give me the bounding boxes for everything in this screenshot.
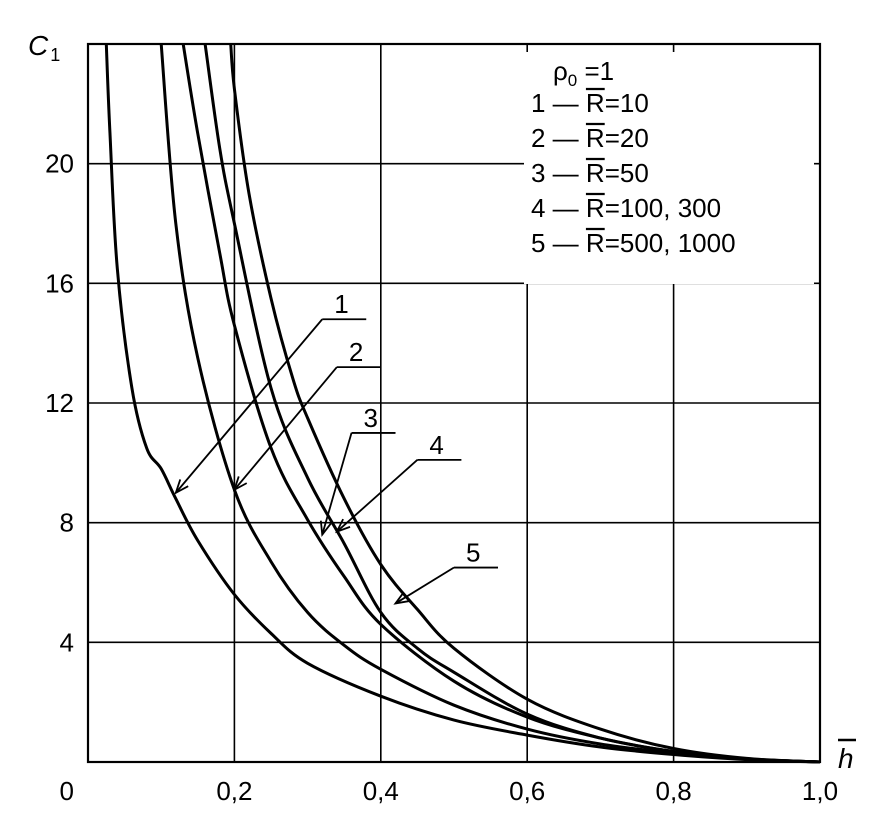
origin-label: 0	[60, 776, 74, 806]
plot-frame	[86, 42, 822, 764]
pointer-arrowhead-4	[335, 518, 351, 534]
x-tick-label-1: 0,2	[216, 776, 252, 806]
y-tick-label-5: 20	[45, 149, 74, 179]
legend-entry-symbol-4: R	[586, 193, 605, 223]
ticks: 0,2 0,4 0,6 0,8 1,0 4 8 12 16 20 0	[45, 149, 838, 806]
x-tick-label-5: 1,0	[802, 776, 838, 806]
series-line-2	[159, 43, 821, 764]
pointer-arrowhead-3	[319, 520, 332, 537]
legend-header: ρ0 =1	[553, 56, 614, 90]
legend-entry-symbol-3: R	[586, 158, 605, 188]
pointer-leader-5	[394, 566, 455, 605]
legend-entry-2: 2 — R=20	[531, 123, 649, 153]
y-axis-label-sub: 1	[50, 45, 60, 65]
legend-entry-5: 5 — R=500, 1000	[531, 228, 736, 258]
pointer-leader-4	[336, 459, 418, 533]
legend-entry-symbol-5: R	[586, 228, 605, 258]
y-tick-label-4: 16	[45, 268, 74, 298]
pointers: 12 3 4 5	[174, 289, 498, 605]
x-tick-label-2: 0,4	[363, 776, 399, 806]
series-label-2: 2	[349, 337, 363, 367]
legend-entry-1: 1 — R=10	[531, 88, 649, 118]
pointer-leader-3	[321, 432, 353, 535]
series-line-1	[104, 43, 821, 764]
x-tick-label-3: 0,6	[509, 776, 545, 806]
pointer-leader-1	[175, 318, 323, 494]
legend-entry-4: 4 — R=100, 300	[531, 193, 721, 223]
x-axis-label-group: h	[838, 738, 856, 774]
legend-header-sub: 0	[568, 71, 577, 90]
legend-entry-symbol-1: R	[586, 88, 605, 118]
y-tick-label-2: 8	[60, 508, 74, 538]
legend-entry-symbol-2: R	[586, 123, 605, 153]
curves	[104, 43, 821, 764]
legend-entry-3: 3 — R=50	[531, 158, 649, 188]
pointer-leader-2	[233, 366, 338, 491]
pointer-arrowhead-2	[232, 476, 248, 492]
y-tick-label-1: 4	[60, 627, 74, 657]
series-line-4	[203, 43, 821, 764]
pointer-arrowhead-1	[174, 479, 189, 495]
legend-header-eq: =1	[577, 56, 614, 86]
series-line-5	[229, 43, 821, 764]
legend-background	[524, 52, 814, 284]
series-label-3: 3	[364, 403, 378, 433]
legend-header-rho: ρ	[553, 56, 568, 86]
pointer-arrowhead-5	[393, 591, 410, 605]
y-tick-label-3: 12	[45, 388, 74, 418]
legend: ρ0 =11 — R=10 2 — R=20 3 — R=50 4 — R=100, …	[524, 52, 814, 284]
series-label-4: 4	[429, 430, 443, 460]
x-tick-label-4: 0,8	[656, 776, 692, 806]
series-label-5: 5	[466, 538, 480, 568]
series-label-1: 1	[334, 289, 348, 319]
x-axis-label: h	[838, 743, 854, 774]
